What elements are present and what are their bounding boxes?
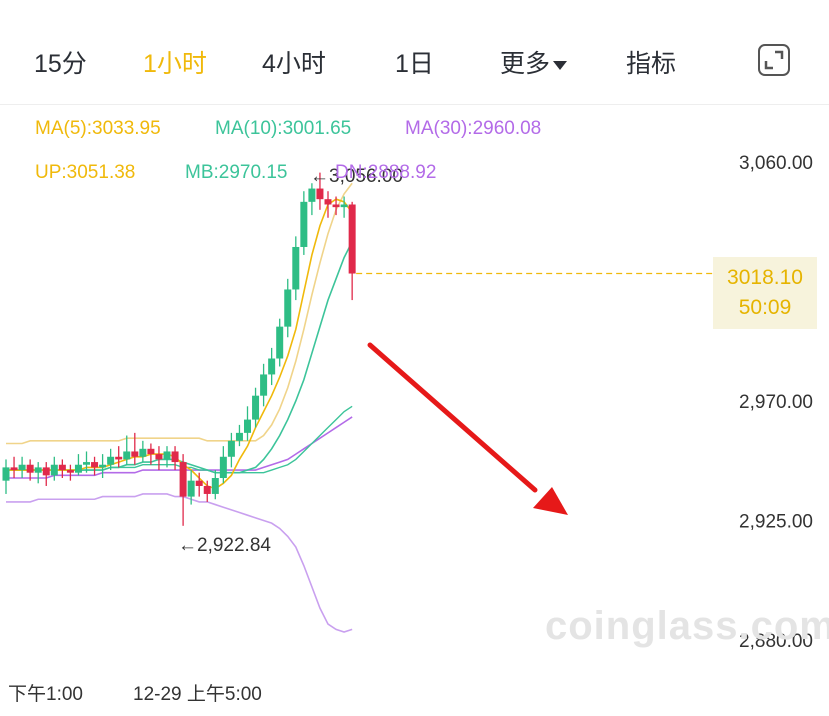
more-menu[interactable]: 更多 — [500, 44, 568, 80]
ma30-line — [6, 416, 353, 479]
candle-body — [66, 470, 74, 473]
legend-boll-up: UP:3051.38 — [35, 162, 136, 183]
candle-body — [244, 419, 251, 433]
candle-body — [252, 395, 260, 420]
candle-body — [83, 462, 90, 465]
trend-arrow-shaft — [367, 342, 538, 493]
candle-body — [163, 451, 171, 460]
expand-icon — [764, 50, 784, 70]
candle-body — [107, 456, 115, 465]
candle-body — [58, 464, 66, 471]
candle-body — [332, 204, 340, 208]
candle-body — [115, 456, 123, 460]
tab-15m[interactable]: 15分 — [34, 50, 87, 78]
x-tick-label: 下午1:00 — [8, 683, 83, 705]
candle-body — [340, 204, 348, 208]
legend-ma10: MA(10):3001.65 — [215, 118, 352, 139]
candle-body — [123, 451, 131, 460]
more-label: 更多 — [500, 50, 551, 78]
candle-body — [268, 358, 276, 375]
candle-body — [260, 374, 268, 396]
candle-body — [195, 480, 203, 486]
candle-body — [42, 467, 50, 476]
boll-upper-line — [6, 182, 353, 445]
indicators-button[interactable]: 指标 — [626, 50, 677, 78]
candle-body — [171, 451, 179, 463]
candle-body — [308, 188, 316, 202]
candle-body — [235, 432, 243, 441]
y-tick-label: 2,970.00 — [739, 392, 813, 413]
legend-boll-mb: MB:2970.15 — [185, 162, 288, 183]
candle-body — [147, 448, 155, 455]
candle-body — [155, 454, 163, 460]
candle-body — [227, 440, 235, 457]
expand-button[interactable] — [758, 44, 790, 76]
legend-ma30: MA(30):2960.08 — [405, 118, 542, 139]
watermark: coinglass.com — [545, 604, 829, 648]
candle-body — [219, 456, 227, 479]
candle-body — [187, 480, 195, 497]
candle-body — [139, 448, 147, 457]
low-annotation: ←2,922.84 — [178, 535, 271, 556]
candle-body — [34, 467, 42, 473]
high-annotation: ←3,056.00 — [310, 166, 403, 187]
tab-1h[interactable]: 1小时 — [143, 50, 207, 78]
candle-body — [179, 462, 187, 497]
candle-body — [292, 246, 300, 290]
boll-lower-line — [6, 493, 353, 633]
candle-countdown: 50:09 — [738, 296, 792, 319]
candle-body — [348, 204, 356, 274]
candle-body — [276, 326, 284, 359]
trend-arrow-head — [533, 487, 568, 515]
candle-body — [284, 289, 292, 327]
x-tick-label: 12-29 上午5:00 — [133, 683, 262, 705]
legend-boll-dn: DN:2888.92 — [335, 162, 437, 183]
candle-body — [26, 464, 34, 473]
candle-body — [99, 464, 107, 468]
y-tick-label: 2,925.00 — [739, 512, 813, 533]
candle-body — [18, 464, 26, 471]
boll-middle-line — [6, 405, 353, 474]
y-tick-label: 2,880.00 — [739, 631, 813, 652]
candle-body — [74, 464, 82, 473]
candle-body — [2, 467, 10, 481]
current-price: 3018.10 — [727, 266, 803, 289]
candle-body — [211, 478, 219, 494]
legend-ma5: MA(5):3033.95 — [35, 118, 161, 139]
candle-body — [203, 485, 211, 494]
y-tick-label: 3,060.00 — [739, 153, 813, 174]
current-price-tag: 3018.10 50:09 — [713, 257, 817, 329]
caret-down-icon — [553, 60, 568, 70]
candle-body — [300, 201, 308, 247]
candle-body — [316, 188, 324, 200]
timeframe-bar: 15分 1小时 4小时 1日 更多 指标 — [0, 0, 829, 105]
candle-body — [10, 467, 18, 471]
candle-body — [131, 451, 139, 457]
tab-4h[interactable]: 4小时 — [262, 50, 326, 78]
candle-body — [324, 199, 332, 205]
tab-1d[interactable]: 1日 — [395, 50, 434, 78]
candle-body — [91, 462, 99, 468]
candle-body — [50, 464, 58, 476]
